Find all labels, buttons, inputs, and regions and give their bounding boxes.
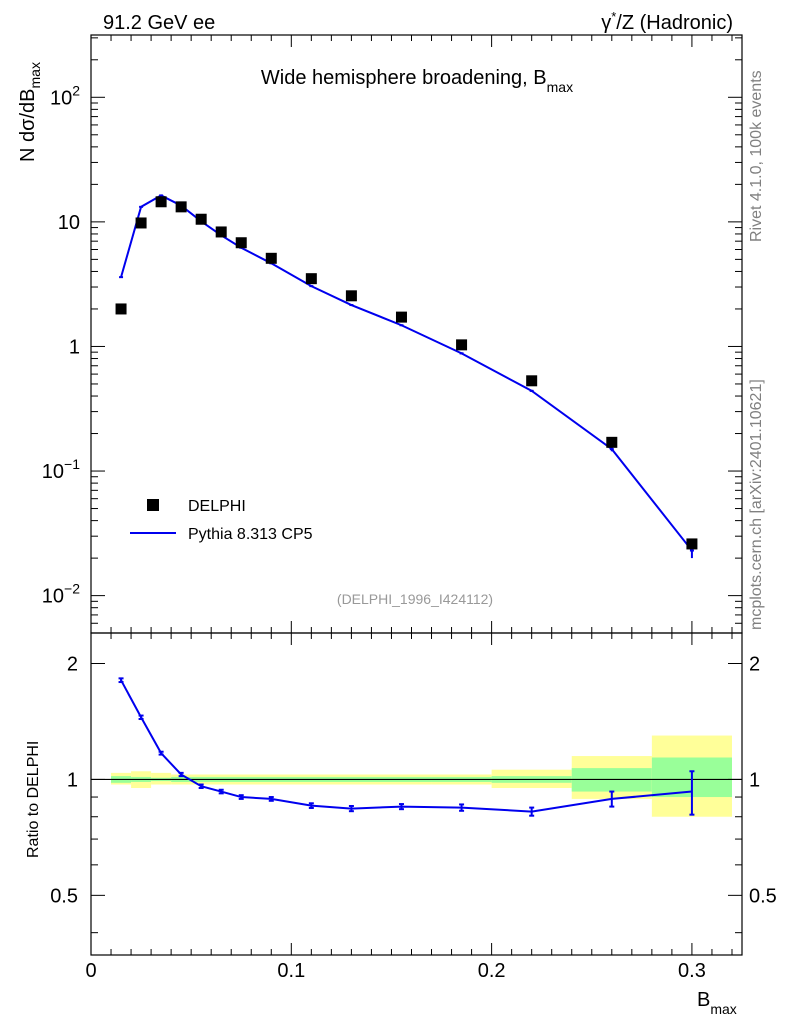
data-point xyxy=(135,217,147,229)
data-point xyxy=(195,213,207,225)
energy-label: 91.2 GeV ee xyxy=(103,12,215,34)
x-tick-label: 0.2 xyxy=(478,960,506,982)
process-label: γ*/Z (Hadronic) xyxy=(601,9,733,34)
x-tick-label: 0.1 xyxy=(277,960,305,982)
process-rest: /Z (Hadronic) xyxy=(616,12,733,34)
rivet-label: Rivet 4.1.0, 100k events xyxy=(748,70,765,242)
ratio-tick-label-left: 0.5 xyxy=(50,885,78,907)
data-point xyxy=(215,226,227,238)
process-star: * xyxy=(611,9,616,24)
data-point xyxy=(235,237,247,249)
ratio-tick-label-left: 2 xyxy=(67,653,78,675)
legend-mc-label: Pythia 8.313 CP5 xyxy=(188,526,313,543)
y-tick-label-base: 10 xyxy=(42,586,64,608)
analysis-id: (DELPHI_1996_I424112) xyxy=(337,591,493,607)
y-axis-label-main: N dσ/dB xyxy=(17,89,39,163)
x-axis-label: Bmax xyxy=(697,989,737,1017)
y-axis-label: N dσ/dBmax xyxy=(17,62,43,162)
plot-title-main: Wide hemisphere broadening, B xyxy=(261,67,547,89)
y-tick-label: 10−1 xyxy=(42,456,80,483)
data-point xyxy=(175,201,187,213)
data-point xyxy=(686,538,698,550)
data-point xyxy=(155,196,167,208)
x-tick-label: 0.3 xyxy=(678,960,706,982)
data-point xyxy=(345,290,357,302)
x-tick-label: 0 xyxy=(85,960,96,982)
ratio-tick-label-right: 1 xyxy=(749,769,760,791)
x-axis-label-main: B xyxy=(697,989,710,1011)
data-point xyxy=(456,339,468,351)
ratio-frame xyxy=(90,632,743,956)
y-axis-label-sub: max xyxy=(27,62,43,88)
y-tick-label: 10−2 xyxy=(42,581,80,608)
legend-data-label: DELPHI xyxy=(188,498,246,515)
y-tick-label: 102 xyxy=(50,82,80,109)
data-point xyxy=(395,311,407,323)
main-frame xyxy=(90,34,743,634)
y-tick-label-exp: −2 xyxy=(64,581,80,597)
y-tick-label-exp: −1 xyxy=(64,456,80,472)
plot-title: Wide hemisphere broadening, Bmax xyxy=(261,67,573,95)
process-gamma: γ xyxy=(601,12,611,34)
ratio-tick-label-right: 0.5 xyxy=(749,885,777,907)
legend-data-marker xyxy=(147,499,159,511)
data-point xyxy=(606,436,618,448)
legend: DELPHI Pythia 8.313 CP5 xyxy=(130,498,313,543)
data-point xyxy=(115,303,127,315)
data-point xyxy=(526,375,538,387)
y-tick-label-exp: 2 xyxy=(72,82,80,98)
ratio-tick-label-left: 1 xyxy=(67,769,78,791)
y-tick-label-base: 10 xyxy=(42,461,64,483)
ratio-panel: 0.5 0.5 1 1 2 2 xyxy=(50,632,777,956)
x-axis-label-sub: max xyxy=(710,1001,736,1017)
ratio-y-axis-label: Ratio to DELPHI xyxy=(25,741,42,858)
mcplots-label: mcplots.cern.ch [arXiv:2401.10621] xyxy=(748,379,765,630)
y-tick-label: 1 xyxy=(69,336,80,358)
ratio-tick-label-right: 2 xyxy=(749,653,760,675)
y-tick-label: 10 xyxy=(58,212,80,234)
y-tick-label-base: 10 xyxy=(50,87,72,109)
data-point xyxy=(265,252,277,264)
data-point xyxy=(305,273,317,285)
plot-title-sub: max xyxy=(547,79,573,95)
